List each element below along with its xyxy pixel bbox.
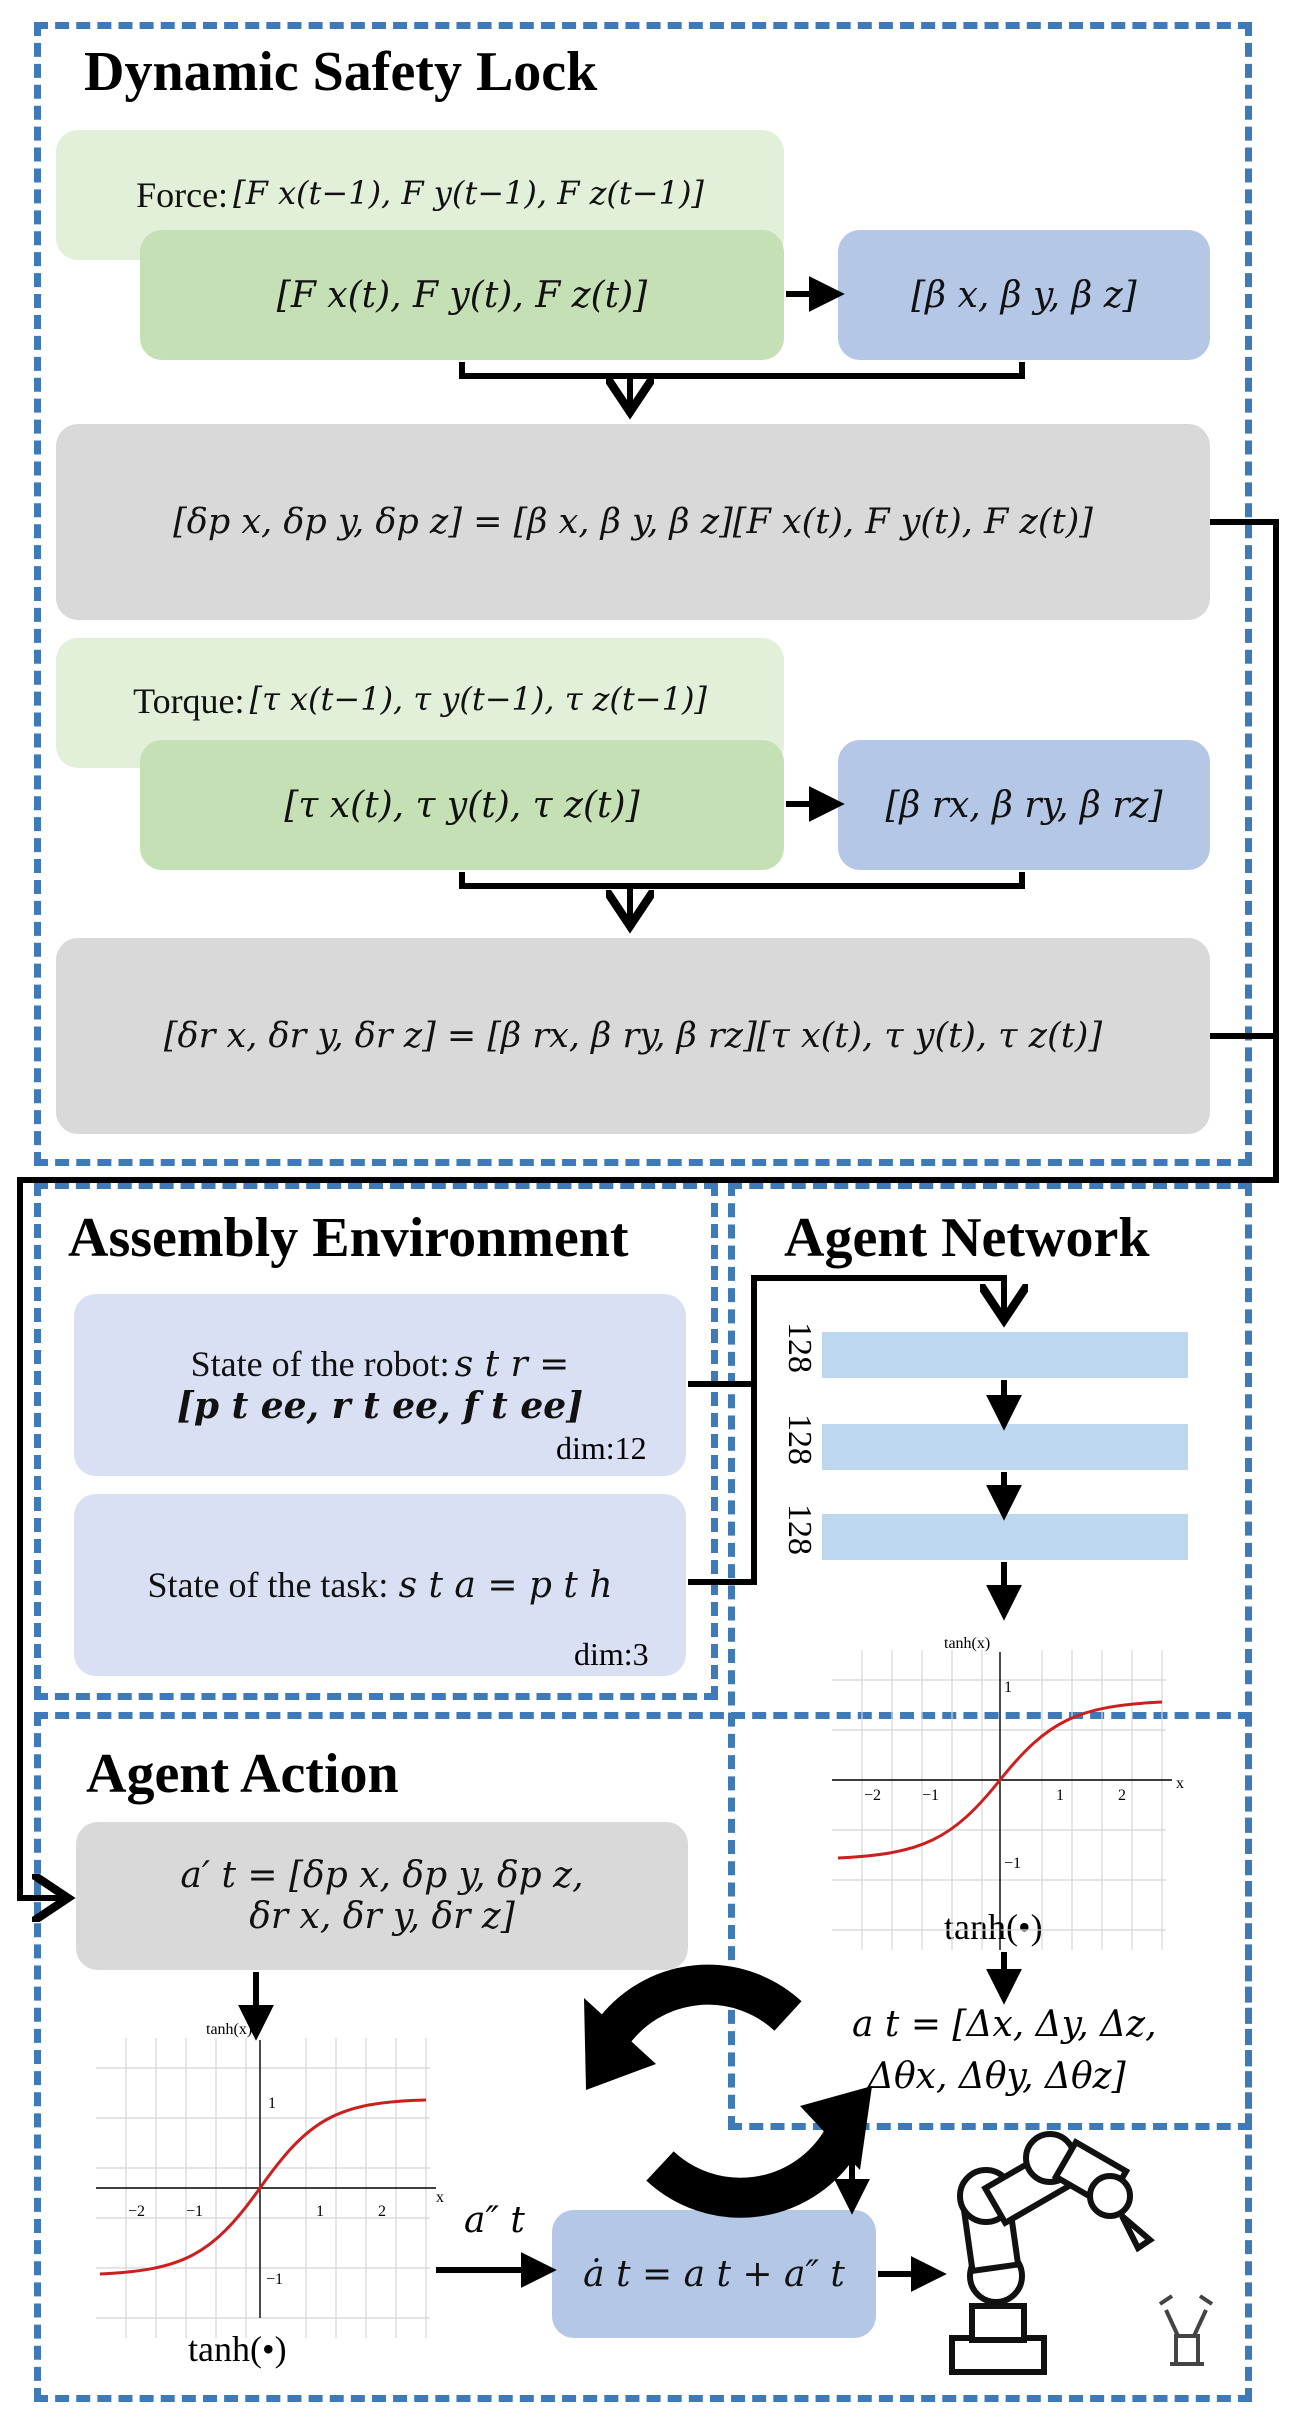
robot-state-label: State of the robot:	[190, 1344, 450, 1384]
torque-merge-line	[459, 872, 1025, 889]
network-tick-1: 1	[1056, 1787, 1064, 1804]
network-tick-m2: −2	[864, 1787, 881, 1804]
network-output-eq2: Δθx, Δθy, Δθz]	[868, 2056, 1126, 2097]
action-tanh-axis-title: tanh(x)	[206, 2021, 252, 2038]
network-layer-3	[822, 1514, 1188, 1560]
dynamic-safety-lock-title: Dynamic Safety Lock	[84, 41, 598, 103]
agent-action-frame	[34, 1712, 1252, 2402]
dp-equation: [δp x, δp y, δp z] = [β x, β y, β z][F x…	[173, 502, 1093, 542]
network-tick-2: 2	[1118, 1787, 1126, 1804]
action-tanh-plot	[96, 2038, 436, 2338]
task-dim: dim:3	[574, 1636, 649, 1672]
network-layer-1	[822, 1332, 1188, 1378]
network-layer-2	[822, 1424, 1188, 1470]
task-state-box: State of the task: s t a = p t h	[74, 1494, 686, 1676]
action-tanh-x-label: x	[436, 2189, 444, 2206]
network-tick-ym1: −1	[1004, 1855, 1021, 1872]
robot-dim: dim:12	[556, 1430, 647, 1466]
torque-current-vector: [τ x(t), τ y(t), τ z(t)]	[284, 784, 640, 826]
beta-vector: [β x, β y, β z]	[911, 274, 1137, 316]
refresh-cycle-icon	[595, 1964, 860, 2218]
network-tanh-axis-title: tanh(x)	[944, 1635, 990, 1652]
network-tanh-plot	[832, 1650, 1172, 1950]
network-activation-label: tanh(•)	[944, 1907, 1043, 1947]
final-action-eq: ȧ t = a t + a″ t	[583, 2253, 845, 2295]
network-tanh-x-label: x	[1176, 1775, 1184, 1792]
action-tick-y1: 1	[268, 2095, 276, 2112]
network-output-eq1: a t = [Δx, Δy, Δz,	[852, 2004, 1157, 2045]
torque-prev-vector: [τ x(t−1), τ y(t−1), τ z(t−1)]	[249, 680, 707, 718]
force-current-box: [F x(t), F y(t), F z(t)]	[140, 230, 784, 360]
agent-network-frame	[728, 1182, 1252, 2130]
task-state-eq: s t a = p t h	[398, 1564, 613, 1606]
final-action-box: ȧ t = a t + a″ t	[552, 2210, 876, 2338]
network-tick-m1: −1	[922, 1787, 939, 1804]
action-activation-label: tanh(•)	[188, 2329, 287, 2369]
action-tick-2: 2	[378, 2203, 386, 2220]
dr-equation-box: [δr x, δr y, δr z] = [β rx, β ry, β rz][…	[56, 938, 1210, 1134]
dr-equation: [δr x, δr y, δr z] = [β rx, β ry, β rz][…	[163, 1016, 1103, 1056]
beta-box: [β x, β y, β z]	[838, 230, 1210, 360]
beta-r-vector: [β rx, β ry, β rz]	[885, 784, 1163, 826]
action-tick-m2: −2	[128, 2203, 145, 2220]
dynamic-safety-lock-frame	[34, 22, 1252, 1166]
force-merge-line	[459, 362, 1025, 379]
network-tick-y1: 1	[1004, 1679, 1012, 1696]
task-state-label: State of the task:	[147, 1565, 389, 1605]
torque-prev-label: Torque:	[133, 681, 245, 721]
agent-network-title: Agent Network	[784, 1207, 1150, 1269]
action-tick-1: 1	[316, 2203, 324, 2220]
action-eq2: δr x, δr y, δr z]	[249, 1896, 515, 1937]
gripper-icon	[1158, 2294, 1214, 2366]
a2-label: a″ t	[464, 2200, 525, 2241]
safety-lock-output-line	[17, 519, 1279, 1898]
agent-action-title: Agent Action	[86, 1743, 399, 1805]
robot-state-box: State of the robot: s t r = [p t ee, r t…	[74, 1294, 686, 1476]
force-current-vector: [F x(t), F y(t), F z(t)]	[276, 274, 648, 316]
torque-current-box: [τ x(t), τ y(t), τ z(t)]	[140, 740, 784, 870]
robot-state-eq2: [p t ee, r t ee, f t ee]	[176, 1385, 584, 1427]
force-prev-vector: [F x(t−1), F y(t−1), F z(t−1)]	[233, 174, 704, 212]
refresh-arrowhead-1	[584, 1998, 656, 2090]
action-equation-box: a′ t = [δp x, δp y, δp z, δr x, δr y, δr…	[76, 1822, 688, 1970]
refresh-arrowhead-2	[800, 2086, 872, 2170]
action-eq1: a′ t = [δp x, δp y, δp z,	[180, 1855, 584, 1896]
force-prev-label: Force:	[136, 175, 229, 215]
assembly-environment-frame	[34, 1182, 718, 1700]
action-tick-ym1: −1	[266, 2271, 283, 2288]
beta-r-box: [β rx, β ry, β rz]	[838, 740, 1210, 870]
action-tick-m1: −1	[186, 2203, 203, 2220]
assembly-environment-title: Assembly Environment	[68, 1207, 629, 1269]
state-to-network-line	[688, 1275, 1004, 1387]
robot-state-eq1: s t r =	[454, 1344, 570, 1385]
robot-arm-icon	[949, 2131, 1155, 2375]
task-to-network-line	[688, 1384, 757, 1585]
dp-equation-box: [δp x, δp y, δp z] = [β x, β y, β z][F x…	[56, 424, 1210, 620]
